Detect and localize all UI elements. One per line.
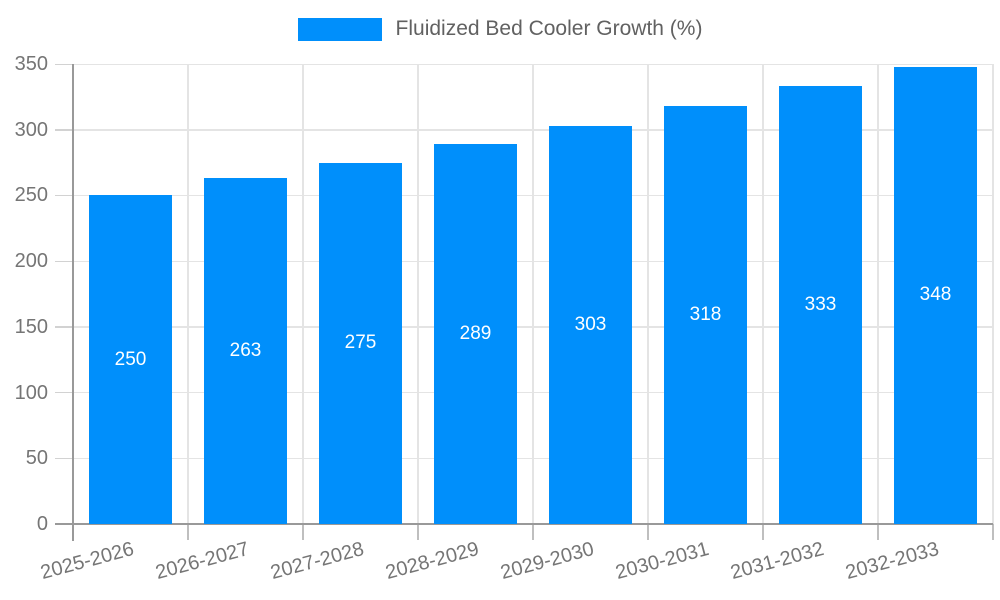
y-axis-label: 300 xyxy=(14,118,48,141)
y-axis-tick xyxy=(55,129,73,131)
x-axis-label: 2030-2031 xyxy=(613,538,712,585)
bar-value-label: 333 xyxy=(804,294,837,316)
x-axis-label: 2029-2030 xyxy=(498,538,597,585)
bar[interactable]: 263 xyxy=(204,178,287,524)
y-axis-tick xyxy=(55,194,73,197)
y-axis-label: 250 xyxy=(14,184,48,207)
gridline-vertical xyxy=(532,64,534,524)
x-axis-label: 2026-2027 xyxy=(153,538,252,585)
bar[interactable]: 289 xyxy=(434,144,517,524)
x-axis-tick xyxy=(417,524,419,540)
y-axis-tick xyxy=(55,260,73,263)
x-axis-tick xyxy=(992,524,994,540)
bar[interactable]: 333 xyxy=(779,86,862,524)
gridline-vertical xyxy=(762,64,764,524)
bar-value-label: 348 xyxy=(919,284,952,306)
x-axis-label: 2027-2028 xyxy=(268,538,367,585)
gridline-vertical xyxy=(647,64,649,524)
x-axis-tick xyxy=(762,524,764,540)
y-axis-line xyxy=(72,64,74,541)
bar[interactable]: 250 xyxy=(89,195,172,524)
legend[interactable]: Fluidized Bed Cooler Growth (%) xyxy=(0,17,1000,41)
x-axis-tick xyxy=(877,524,879,540)
bar-value-label: 250 xyxy=(114,348,147,370)
y-axis-tick xyxy=(55,63,73,65)
legend-label: Fluidized Bed Cooler Growth (%) xyxy=(395,17,703,40)
y-axis-tick xyxy=(55,457,73,460)
x-axis-label: 2028-2029 xyxy=(383,538,482,585)
bar-value-label: 303 xyxy=(574,313,607,335)
gridline-vertical xyxy=(187,64,189,524)
gridline-vertical xyxy=(417,64,419,524)
bar[interactable]: 303 xyxy=(549,125,632,524)
gridline-vertical xyxy=(992,64,994,524)
bar[interactable]: 318 xyxy=(664,106,747,524)
y-axis-tick xyxy=(55,326,73,328)
y-axis-label: 200 xyxy=(14,250,48,273)
bar-value-label: 263 xyxy=(229,340,262,362)
plot-area: 0 50 100 150 200 250 300 350 250 263 275 289 303 318 3… xyxy=(15,53,994,584)
x-axis-tick xyxy=(532,524,534,540)
bar-value-label: 318 xyxy=(689,304,722,326)
x-axis-label: 2031-2032 xyxy=(728,538,827,585)
gridline-vertical xyxy=(302,64,304,524)
gridline-vertical xyxy=(877,64,879,524)
x-axis-label: 2025-2026 xyxy=(38,538,137,585)
bar-value-label: 289 xyxy=(459,323,492,345)
y-axis-label: 50 xyxy=(25,447,48,470)
bar[interactable]: 348 xyxy=(894,66,977,524)
y-axis-label: 100 xyxy=(14,381,48,404)
y-axis-tick xyxy=(55,392,73,394)
x-axis-tick xyxy=(647,524,649,540)
legend-swatch xyxy=(297,17,382,41)
x-axis-tick xyxy=(302,524,304,540)
x-axis-tick xyxy=(187,524,189,540)
y-axis-label: 0 xyxy=(36,513,48,535)
x-axis-label: 2032-2033 xyxy=(843,538,942,585)
y-axis-label: 150 xyxy=(14,315,48,338)
bar[interactable]: 275 xyxy=(319,162,402,524)
y-axis-label: 350 xyxy=(14,53,48,75)
x-axis-line xyxy=(55,523,993,525)
bar-value-label: 275 xyxy=(344,332,377,354)
